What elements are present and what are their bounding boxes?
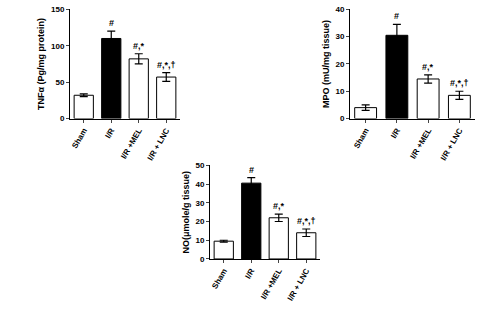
svg-text:#,*,†: #,*,†	[157, 60, 176, 70]
svg-text:I/R: I/R	[244, 267, 257, 281]
svg-text:I/R: I/R	[104, 126, 117, 140]
svg-text:30: 30	[335, 32, 344, 41]
svg-text:I/R + LNC: I/R + LNC	[146, 126, 172, 162]
svg-text:NO(μmole/g tissue): NO(μmole/g tissue)	[181, 171, 191, 254]
svg-text:40: 40	[195, 180, 204, 189]
svg-text:I/R +MEL: I/R +MEL	[119, 127, 144, 161]
svg-text:I/R: I/R	[389, 126, 402, 140]
svg-text:Sham: Sham	[352, 127, 371, 150]
svg-text:20: 20	[195, 217, 204, 226]
svg-text:I/R + LNC: I/R + LNC	[286, 267, 312, 303]
svg-text:#,*,†: #,*,†	[297, 216, 316, 226]
svg-text:I/R + LNC: I/R + LNC	[439, 126, 465, 162]
svg-text:50: 50	[195, 161, 204, 170]
svg-text:MPO (mU/mg tissue): MPO (mU/mg tissue)	[321, 20, 331, 108]
svg-text:Sham: Sham	[210, 267, 229, 290]
svg-text:#,*: #,*	[273, 201, 285, 211]
svg-text:#,*: #,*	[133, 41, 145, 51]
svg-text:#,*,†: #,*,†	[450, 78, 469, 88]
svg-text:0: 0	[200, 255, 205, 264]
svg-text:20: 20	[335, 60, 344, 69]
svg-text:I/R +MEL: I/R +MEL	[259, 267, 284, 301]
svg-text:Sham: Sham	[70, 127, 89, 150]
svg-text:#: #	[109, 18, 114, 28]
svg-text:10: 10	[335, 87, 344, 96]
svg-text:100: 100	[51, 42, 65, 51]
svg-text:0: 0	[340, 114, 345, 123]
svg-text:30: 30	[195, 199, 204, 208]
svg-text:10: 10	[195, 236, 204, 245]
svg-text:40: 40	[335, 5, 344, 14]
svg-text:0: 0	[60, 114, 65, 123]
svg-text:TNFα (Pg/mg protein): TNFα (Pg/mg protein)	[36, 18, 46, 110]
svg-text:50: 50	[55, 78, 64, 87]
svg-text:#: #	[249, 165, 254, 175]
svg-text:#: #	[394, 11, 399, 21]
svg-text:I/R +MEL: I/R +MEL	[409, 127, 434, 161]
svg-text:150: 150	[51, 5, 65, 14]
svg-text:#,*: #,*	[422, 62, 434, 72]
